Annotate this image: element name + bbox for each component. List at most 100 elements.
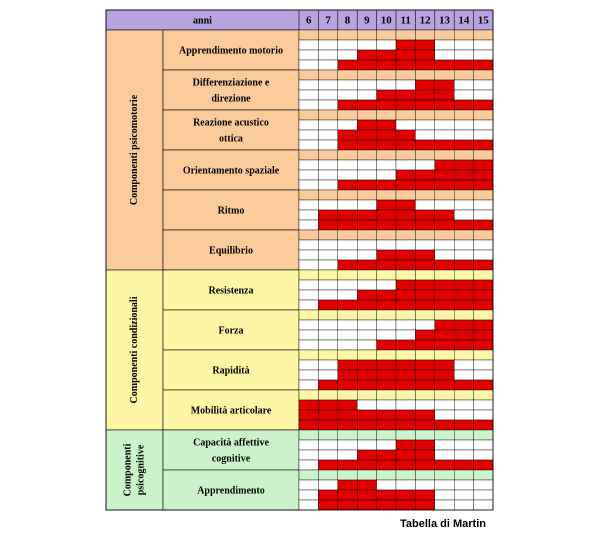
cell-filled [395,359,416,371]
cell-filled [376,449,397,461]
spacer-cell [454,69,474,81]
cell-filled [454,289,474,301]
cell-empty [454,499,474,511]
cell-filled [395,59,416,71]
cell-filled [473,379,494,391]
cell-filled [434,89,455,101]
group-label-psicomotorie-0: Componenti psicomotorie [129,94,140,205]
spacer-cell [415,69,435,81]
spacer-cell [298,29,319,41]
cell-empty [318,199,338,211]
cell-filled [357,359,377,371]
cell-empty [298,169,319,181]
cell-filled [473,59,494,71]
cell-filled [395,459,416,471]
cell-empty [415,119,435,131]
cell-empty [357,249,377,261]
cell-filled [434,339,455,351]
cell-empty [318,479,338,491]
cell-filled [337,489,358,501]
cell-empty [395,159,416,171]
spacer-cell [395,69,416,81]
cell-filled [434,319,455,331]
cell-empty [318,89,338,101]
cell-filled [376,359,397,371]
cell-empty [318,129,338,141]
cell-filled [395,99,416,111]
cell-filled [473,139,494,151]
spacer-cell [434,309,455,321]
cell-filled [376,419,397,431]
cell-filled [337,219,358,231]
cell-empty [473,129,494,141]
cell-filled [357,119,377,131]
cell-filled [434,219,455,231]
spacer-cell [298,229,319,241]
cell-filled [473,99,494,111]
cell-empty [415,159,435,171]
cell-empty [298,209,319,221]
spacer-cell [415,309,435,321]
cell-filled [454,279,474,291]
spacer-cell [376,269,397,281]
cell-filled [376,99,397,111]
cell-empty [473,399,494,411]
cell-filled [357,59,377,71]
age-9: 9 [364,15,370,27]
cell-empty [395,239,416,251]
cell-empty [318,279,338,291]
spacer-cell [298,189,319,201]
cell-empty [454,239,474,251]
cell-filled [357,369,377,381]
spacer-cell [298,109,319,121]
cell-filled [357,459,377,471]
age-6: 6 [306,15,312,27]
spacer-cell [415,349,435,361]
cell-filled [337,259,358,271]
cell-filled [434,359,455,371]
cell-filled [357,179,377,191]
spacer-cell [318,69,338,81]
cell-filled [318,419,338,431]
cell-empty [298,159,319,171]
cell-filled [298,409,319,421]
cell-empty [318,359,338,371]
cell-empty [473,209,494,221]
spacer-cell [357,269,377,281]
cell-filled [434,169,455,181]
cell-filled [395,439,416,451]
cell-filled [415,379,435,391]
cell-empty [454,79,474,91]
cell-filled [395,339,416,351]
cell-filled [337,99,358,111]
cell-filled [357,499,377,511]
cell-filled [395,89,416,101]
cell-filled [376,459,397,471]
cell-empty [298,339,319,351]
cell-filled [454,139,474,151]
cell-empty [337,439,358,451]
cell-empty [415,319,435,331]
cell-filled [434,279,455,291]
cell-filled [318,379,338,391]
cell-empty [454,249,474,261]
cell-empty [357,339,377,351]
spacer-cell [318,349,338,361]
cell-empty [298,79,319,91]
spacer-cell [473,309,494,321]
cell-empty [376,479,397,491]
cell-empty [415,239,435,251]
cell-filled [415,329,435,341]
cell-empty [395,329,416,341]
cell-empty [357,399,377,411]
age-10: 10 [381,15,393,27]
cell-filled [337,299,358,311]
cell-empty [298,129,319,141]
cell-filled [415,419,435,431]
cell-empty [473,249,494,261]
cell-empty [454,199,474,211]
cell-filled [395,409,416,421]
cell-empty [454,399,474,411]
cell-empty [318,319,338,331]
cell-filled [376,199,397,211]
